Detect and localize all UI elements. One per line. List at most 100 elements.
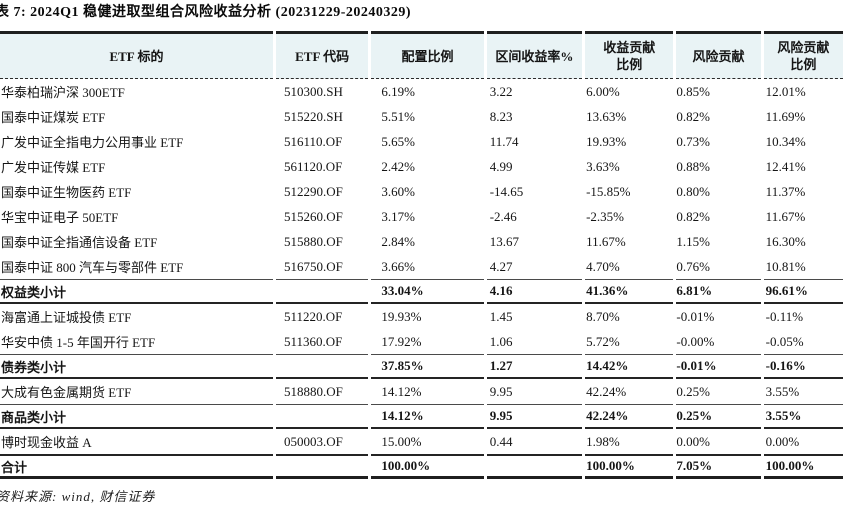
cell-alloc: 2.42% <box>381 158 415 174</box>
cell-risk: 0.82% <box>676 208 710 224</box>
cell-name: 华安中债 1-5 年国开行 ETF <box>1 335 156 350</box>
cell-riskc: 12.01% <box>765 83 806 99</box>
cell-retc: 13.63% <box>586 108 627 124</box>
cell-retc: 19.93% <box>586 133 627 149</box>
subtotal-row: 商品类小计 14.12% 9.95 42.24% 0.25% 3.55% <box>0 404 843 429</box>
header-row: ETF 标的 ETF 代码 配置比例 区间收益率% 收益贡献 比例 风险贡献 风险贡献 比例 <box>0 31 843 79</box>
cell-name: 国泰中证生物医药 ETF <box>1 185 132 200</box>
cell-code <box>275 404 369 429</box>
cell-retc: -2.35% <box>586 208 624 224</box>
cell-riskc: 3.55% <box>765 383 800 399</box>
table-header: ETF 标的 ETF 代码 配置比例 区间收益率% 收益贡献 比例 风险贡献 风险贡献 比例 <box>0 31 843 79</box>
cell-riskc: 10.81% <box>765 258 806 274</box>
cell-code <box>275 454 369 479</box>
total-row: 合计 100.00% 100.00% 7.05% 100.00% <box>0 454 843 479</box>
cell-code <box>275 279 369 304</box>
etf-row: 华泰柏瑞沪深 300ETF 510300.SH 6.19% 3.22 6.00% 0.85… <box>0 79 843 104</box>
etf-risk-return-table: ETF 标的 ETF 代码 配置比例 区间收益率% 收益贡献 比例 风险贡献 风险贡献 比例 华… <box>0 31 846 479</box>
cell-risk: 0.73% <box>676 133 710 149</box>
etf-row: 广发中证全指电力公用事业 ETF 516110.OF 5.65% 11.74 19.93… <box>0 129 843 154</box>
cell-risk: 0.85% <box>676 83 710 99</box>
cell-ret: 9.95 <box>486 404 583 429</box>
cell-risk: 0.82% <box>676 108 710 124</box>
cell-code: 511220.OF <box>283 308 343 324</box>
cell-risk: 0.80% <box>676 183 710 199</box>
cell-retc: 42.24% <box>585 404 674 429</box>
cell-ret: -2.46 <box>489 208 517 224</box>
cell-name: 华泰柏瑞沪深 300ETF <box>1 85 125 100</box>
cell-alloc: 17.92% <box>381 333 422 349</box>
cell-code: 515260.OF <box>283 208 343 224</box>
cell-code: 515220.SH <box>283 108 343 124</box>
cell-risk: -0.01% <box>676 308 715 324</box>
cell-ret: 4.16 <box>486 279 583 304</box>
cell-alloc: 15.00% <box>381 433 422 449</box>
cell-name: 商品类小计 <box>0 404 273 429</box>
cell-ret: 13.67 <box>489 233 519 249</box>
cell-name: 权益类小计 <box>0 279 273 304</box>
etf-row: 博时现金收益 A 050003.OF 15.00% 0.44 1.98% 0.00% 0.0… <box>0 429 843 454</box>
cell-riskc: 0.00% <box>765 433 800 449</box>
cell-alloc: 14.12% <box>381 383 422 399</box>
etf-row: 海富通上证城投债 ETF 511220.OF 19.93% 1.45 8.70% -0.0… <box>0 304 843 329</box>
cell-name: 国泰中证煤炭 ETF <box>1 110 106 125</box>
cell-name: 国泰中证全指通信设备 ETF <box>1 235 158 250</box>
etf-row: 国泰中证生物医药 ETF 512290.OF 3.60% -14.65 -15.85% 0… <box>0 179 843 204</box>
cell-alloc: 37.85% <box>371 354 484 379</box>
etf-row: 国泰中证煤炭 ETF 515220.SH 5.51% 8.23 13.63% 0.82% 1… <box>0 104 843 129</box>
column-header-risk: 风险贡献 <box>676 31 761 79</box>
cell-risk: 0.76% <box>676 258 710 274</box>
cell-riskc: 3.55% <box>763 404 843 429</box>
cell-riskc: 11.69% <box>765 108 806 124</box>
table-title: 表 7: 2024Q1 稳健进取型组合风险收益分析 (20231229-2024… <box>0 5 412 20</box>
cell-retc: 14.42% <box>585 354 674 379</box>
subtotal-row: 权益类小计 33.04% 4.16 41.36% 6.81% 96.61% <box>0 279 843 304</box>
table-body: 华泰柏瑞沪深 300ETF 510300.SH 6.19% 3.22 6.00% 0.85… <box>0 79 843 479</box>
cell-alloc: 14.12% <box>371 404 484 429</box>
cell-code: 510300.SH <box>283 83 343 99</box>
subtotal-row: 债券类小计 37.85% 1.27 14.42% -0.01% -0.16% <box>0 354 843 379</box>
cell-risk: -0.00% <box>676 333 715 349</box>
cell-retc: 42.24% <box>586 383 627 399</box>
cell-risk: 0.00% <box>676 433 710 449</box>
cell-alloc: 5.65% <box>381 133 415 149</box>
cell-alloc: 3.66% <box>381 258 415 274</box>
etf-row: 华宝中证电子 50ETF 515260.OF 3.17% -2.46 -2.35% 0.8… <box>0 204 843 229</box>
cell-alloc: 5.51% <box>381 108 415 124</box>
cell-code: 561120.OF <box>283 158 343 174</box>
cell-riskc: 12.41% <box>765 158 806 174</box>
column-header-alloc: 配置比例 <box>371 31 484 79</box>
cell-ret: 1.27 <box>486 354 583 379</box>
cell-retc: 41.36% <box>585 279 674 304</box>
cell-risk: 6.81% <box>676 279 761 304</box>
cell-name: 华宝中证电子 50ETF <box>1 210 119 225</box>
cell-code: 511360.OF <box>283 333 343 349</box>
cell-ret: 8.23 <box>489 108 513 124</box>
column-header-riskc: 风险贡献 比例 <box>763 31 843 79</box>
cell-alloc: 19.93% <box>381 308 422 324</box>
cell-name: 广发中证全指电力公用事业 ETF <box>1 135 184 150</box>
cell-retc: 3.63% <box>586 158 620 174</box>
cell-risk: 0.88% <box>676 158 710 174</box>
cell-ret: 9.95 <box>489 383 513 399</box>
cell-ret: -14.65 <box>489 183 524 199</box>
cell-name: 海富通上证城投债 ETF <box>1 310 132 325</box>
cell-code: 050003.OF <box>283 433 343 449</box>
cell-name: 大成有色金属期货 ETF <box>1 385 132 400</box>
cell-riskc: 11.67% <box>765 208 806 224</box>
cell-code <box>275 354 369 379</box>
cell-risk: 0.25% <box>676 383 710 399</box>
cell-retc: 5.72% <box>586 333 620 349</box>
cell-code: 516110.OF <box>283 133 343 149</box>
cell-riskc: -0.05% <box>765 333 804 349</box>
source-note: 资料来源: wind, 财信证券 <box>0 489 156 504</box>
cell-alloc: 2.84% <box>381 233 415 249</box>
cell-riskc: 96.61% <box>763 279 843 304</box>
cell-code: 515880.OF <box>283 233 343 249</box>
column-header-retc: 收益贡献 比例 <box>585 31 674 79</box>
cell-ret: 4.99 <box>489 158 513 174</box>
cell-risk: 0.25% <box>676 404 761 429</box>
cell-riskc: 100.00% <box>763 454 843 479</box>
cell-riskc: 11.37% <box>765 183 806 199</box>
